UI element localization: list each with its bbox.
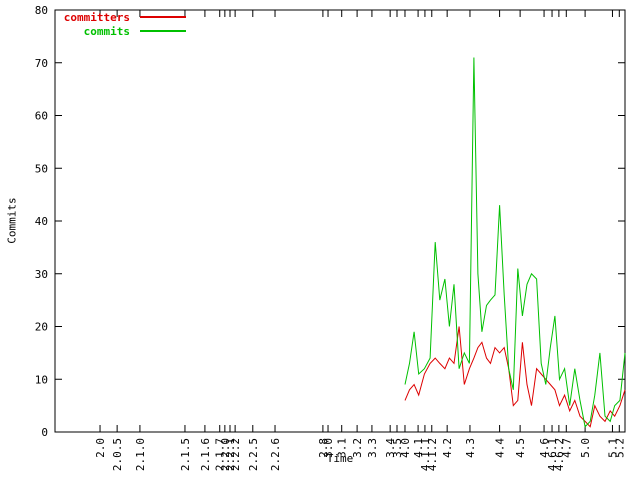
x-tick-label: 4.7	[560, 438, 573, 458]
x-tick-label: 4.6.2	[553, 438, 566, 471]
y-tick-label: 50	[35, 162, 48, 175]
series-line-commits	[404, 57, 626, 428]
series-line-committers	[404, 326, 626, 428]
y-tick-label: 30	[35, 268, 48, 281]
x-axis-title: Time	[326, 452, 354, 465]
x-tick-label: 3.4	[384, 438, 397, 458]
plot-border	[54, 9, 626, 433]
legend-label-commits: commits	[83, 24, 130, 38]
legend-item-committers: committers	[58, 10, 186, 24]
commits-line-sample-icon	[140, 30, 186, 32]
x-tick-label: 2.1.5	[179, 438, 192, 471]
x-tick-label: 4.6.1	[546, 438, 559, 471]
x-tick-label: 3.3	[366, 438, 379, 458]
x-tick-label: 2.1.7	[214, 438, 227, 471]
y-tick-label: 20	[35, 321, 48, 334]
x-tick-label: 3.0	[322, 438, 335, 458]
x-tick-label: 2.2.1	[224, 438, 237, 471]
legend-label-committers: committers	[63, 10, 130, 24]
x-tick-label: 4.0	[399, 438, 412, 458]
x-tick-label: 4.4	[494, 438, 507, 458]
x-tick-label: 5.2	[613, 438, 626, 458]
x-tick-label: 4.1.1	[419, 438, 432, 471]
x-tick-label: 4.1.2	[426, 438, 439, 471]
x-tick-label: 2.2.0	[219, 438, 232, 471]
legend-item-commits: commits	[58, 24, 186, 38]
x-tick-label: 3.1	[336, 438, 349, 458]
y-tick-label: 0	[41, 426, 48, 439]
x-tick-label: 5.0	[579, 438, 592, 458]
x-tick-label: 2.0	[94, 438, 107, 458]
x-tick-label: 5.1	[606, 438, 619, 458]
y-axis-title: Commits	[5, 197, 19, 244]
x-tick-label: 4.6	[538, 438, 551, 458]
x-tick-label: 2.2.2	[229, 438, 242, 471]
y-tick-label: 70	[35, 57, 48, 70]
x-tick-label: 4.1	[412, 438, 425, 458]
x-tick-label: 4.3	[464, 438, 477, 458]
x-tick-label: 3.2	[351, 438, 364, 458]
x-tick-label: 2.2.6	[269, 438, 282, 471]
y-tick-label: 10	[35, 373, 48, 386]
committers-line-sample-icon	[140, 16, 186, 18]
y-tick-label: 80	[35, 4, 48, 17]
x-tick-label: 2.1.0	[134, 438, 147, 471]
x-tick-label: 2.0.5	[111, 438, 124, 471]
x-tick-label: 4.2	[441, 438, 454, 458]
x-tick-label: 4.5	[514, 438, 527, 458]
y-tick-label: 60	[35, 110, 48, 123]
x-tick-label: 2.1.6	[199, 438, 212, 471]
legend: committers commits	[58, 10, 186, 38]
x-tick-label: 2.2.5	[247, 438, 260, 471]
x-tick-label: 2.8	[317, 438, 330, 458]
x-tick-label: 3.5	[391, 438, 404, 458]
y-tick-label: 40	[35, 215, 48, 228]
